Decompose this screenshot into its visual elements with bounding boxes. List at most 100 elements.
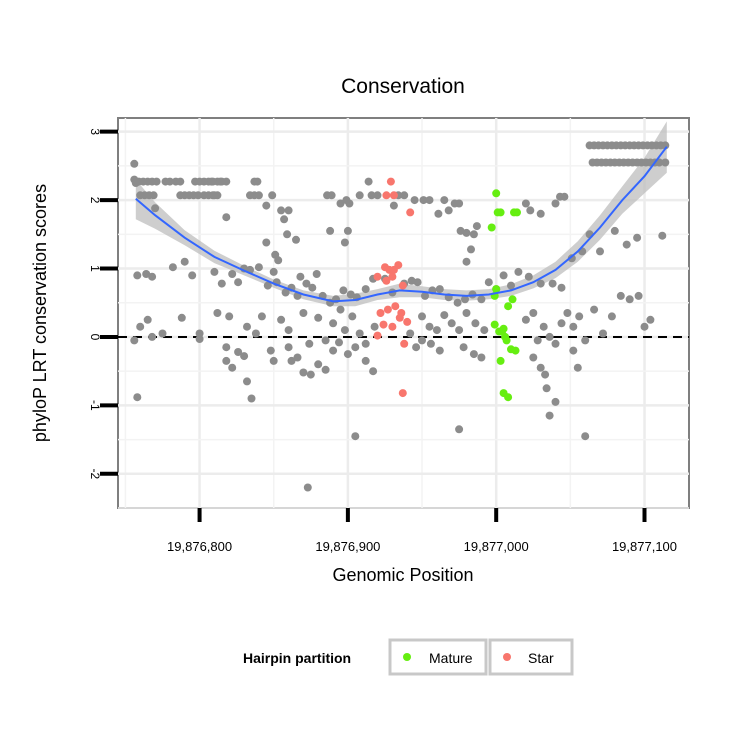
data-point-other [234, 348, 243, 356]
data-point-other [168, 263, 177, 272]
data-point-other [524, 272, 533, 281]
data-point-other [435, 346, 444, 355]
data-point-other [529, 309, 538, 317]
data-point-other [477, 353, 486, 362]
data-point-other [240, 352, 249, 361]
data-point-other [254, 191, 263, 200]
data-point-mature [511, 346, 520, 355]
data-point-other [610, 226, 619, 235]
data-point-other [355, 191, 364, 200]
data-point-other [180, 257, 189, 266]
data-point-other [536, 209, 545, 218]
data-point-other [467, 245, 475, 254]
data-point-other [343, 226, 352, 235]
y-axis-label: phyloP LRT conservation scores [30, 184, 50, 442]
data-point-star [389, 191, 398, 200]
data-point-other [421, 291, 429, 300]
data-point-star [394, 261, 403, 270]
data-point-other [251, 329, 260, 338]
data-point-other [277, 206, 286, 215]
data-point-star [382, 191, 391, 200]
data-point-other [551, 397, 560, 406]
data-point-other [210, 191, 219, 200]
data-point-other [177, 313, 186, 322]
chart-title: Conservation [341, 75, 465, 98]
data-point-other [216, 177, 225, 186]
data-point-other [367, 191, 376, 200]
data-point-other [599, 329, 607, 338]
data-point-other [425, 196, 434, 205]
data-point-other [308, 283, 317, 292]
data-point-mature [492, 285, 501, 294]
data-point-other [369, 367, 378, 376]
data-point-other [340, 238, 349, 247]
data-point-other [329, 319, 338, 328]
data-point-other [299, 309, 308, 317]
data-point-other [130, 336, 139, 345]
data-point-other [280, 215, 289, 224]
data-point-other [293, 353, 302, 362]
data-point-other [400, 191, 409, 200]
data-point-other [477, 295, 486, 304]
data-point-other [340, 326, 349, 335]
data-point-other [557, 319, 566, 328]
data-point-other [247, 394, 256, 403]
data-point-other [268, 191, 277, 200]
data-point-star [379, 320, 388, 329]
data-point-other [514, 267, 523, 276]
data-point-other [151, 204, 160, 213]
y-tick-label: -2 [88, 468, 102, 479]
data-point-other [148, 332, 157, 341]
data-point-other [462, 228, 471, 237]
data-point-other [444, 206, 453, 215]
data-point-other [210, 267, 219, 276]
data-point-other [507, 281, 515, 290]
data-point-star [373, 272, 382, 281]
data-point-other [573, 363, 582, 372]
x-axis-label: Genomic Position [332, 565, 473, 585]
data-point-star [395, 313, 404, 322]
data-point-other [284, 326, 293, 335]
data-point-other [299, 368, 308, 377]
data-point-star [373, 331, 382, 340]
data-point-star [398, 389, 407, 398]
data-point-other [207, 177, 216, 186]
data-point-other [646, 315, 655, 324]
data-point-other [590, 305, 599, 314]
data-point-other [213, 309, 222, 317]
data-point-other [195, 335, 204, 343]
data-point-other [329, 346, 338, 355]
data-point-other [361, 285, 370, 294]
data-point-other [607, 312, 616, 321]
data-point-other [373, 191, 382, 200]
data-point-other [364, 177, 373, 186]
y-tick-label: 3 [88, 128, 102, 135]
data-point-other [455, 326, 464, 335]
data-point-other [569, 346, 578, 355]
data-point-other [432, 326, 441, 335]
legend: Hairpin partition Mature Star [243, 638, 574, 676]
data-point-other [542, 384, 551, 393]
data-point-other [471, 319, 480, 328]
data-point-mature [492, 189, 501, 198]
data-point-other [321, 336, 330, 345]
data-point-other [176, 177, 185, 186]
data-point-other [455, 425, 464, 434]
data-point-other [410, 196, 419, 205]
data-point-other [539, 322, 548, 331]
data-point-other [348, 312, 357, 321]
data-point-other [165, 177, 174, 186]
axes-layer: 19,876,800 19,876,900 19,877,000 19,877,100… [88, 128, 677, 554]
data-point-other [406, 329, 415, 338]
data-point-other [327, 191, 336, 200]
x-tick-label: 19,877,100 [612, 539, 677, 554]
x-tick-label: 19,877,000 [464, 539, 529, 554]
data-point-other [292, 235, 300, 244]
data-point-other [321, 365, 330, 374]
data-point-other [389, 201, 398, 210]
data-point-other [136, 322, 145, 331]
y-tick-label: 1 [88, 265, 102, 272]
data-point-other [269, 267, 278, 276]
data-point-other [343, 350, 352, 359]
data-point-other [243, 377, 251, 386]
